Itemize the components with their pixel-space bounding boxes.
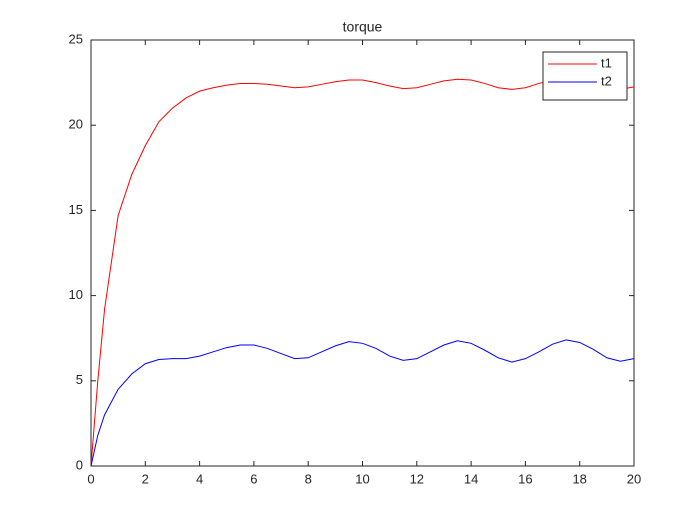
y-tick-label: 5 [76,372,83,387]
x-tick-label: 6 [250,471,257,486]
y-tick-label: 25 [69,31,83,46]
x-tick-label: 12 [410,471,424,486]
x-tick-label: 8 [305,471,312,486]
plot-area [90,39,635,467]
x-tick-label: 4 [196,471,203,486]
legend-box [542,51,628,101]
y-tick-label: 0 [76,457,83,472]
x-tick-label: 0 [87,471,94,486]
legend-label: t2 [601,73,612,88]
x-tick-label: 14 [464,471,478,486]
legend-label: t1 [601,55,612,70]
x-tick-label: 20 [627,471,641,486]
x-tick-label: 16 [518,471,532,486]
chart-title: torque [343,19,383,35]
y-tick-label: 20 [69,117,83,132]
x-tick-label: 10 [355,471,369,486]
line [90,77,635,467]
y-tick-label: 15 [69,202,83,217]
x-tick-label: 2 [142,471,149,486]
y-tick-label: 10 [69,287,83,302]
line [90,339,635,467]
x-tick-label: 18 [572,471,586,486]
